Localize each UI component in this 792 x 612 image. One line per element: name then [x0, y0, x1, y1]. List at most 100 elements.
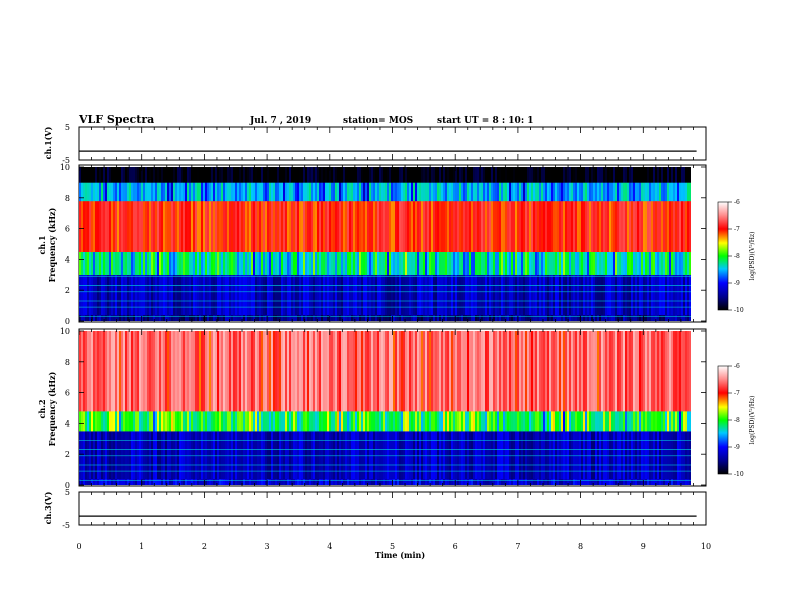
spectrogram-cell	[449, 431, 452, 480]
spectrogram-cell	[587, 431, 590, 480]
spectrogram-cell	[339, 274, 342, 316]
spectrogram-cell	[307, 411, 310, 432]
spectrogram-cell	[317, 478, 320, 485]
chart-title: VLF Spectra	[78, 113, 154, 126]
spectrogram-cell	[245, 314, 248, 321]
spectrogram-cell	[343, 167, 346, 183]
spectrogram-cell	[187, 411, 190, 432]
spectrogram-cell	[637, 200, 640, 252]
spectrogram-cell	[503, 200, 506, 252]
spectrogram-cell	[415, 314, 418, 321]
spectrogram-cell	[427, 182, 430, 202]
spectrogram-cell	[221, 182, 224, 202]
spectrogram-cell	[97, 478, 100, 485]
spectrogram-cell	[481, 431, 484, 480]
y-tick-label: 5	[65, 488, 70, 497]
spectrogram-cell	[569, 251, 572, 276]
spectrogram-cell	[199, 331, 202, 412]
spectrogram-cell	[439, 167, 442, 183]
spectrogram-cell	[157, 251, 160, 276]
spectrogram-cell	[187, 431, 190, 480]
spectrogram-cell	[425, 431, 428, 480]
spectrogram-cell	[353, 182, 356, 202]
x-tick-label: 1	[139, 542, 144, 551]
spectrogram-cell	[259, 411, 262, 432]
spectrogram-cell	[195, 274, 198, 316]
spectrogram-cell	[605, 251, 608, 276]
spectrogram-cell	[409, 167, 412, 183]
spectrogram-cell	[677, 274, 680, 316]
spectrogram-cell	[623, 411, 626, 432]
spectrogram-cell	[307, 251, 310, 276]
spectrogram-cell	[83, 251, 86, 276]
spectrogram-cell	[671, 251, 674, 276]
spectrogram-cell	[191, 431, 194, 480]
spectrogram-cell	[513, 182, 516, 202]
spectrogram-cell	[459, 200, 462, 252]
spectrogram-cell	[143, 167, 146, 183]
spectrogram-cell	[173, 182, 176, 202]
spectrogram-cell	[247, 431, 250, 480]
spectrogram-cell	[587, 251, 590, 276]
spectrogram-cell	[551, 411, 554, 432]
spectrogram-cell	[659, 314, 662, 321]
spectrogram-cell	[87, 431, 90, 480]
spectrogram-cell	[99, 167, 102, 183]
spectrogram-cell	[647, 167, 650, 183]
spectrogram-cell	[575, 411, 578, 432]
spectrogram-cell	[435, 331, 438, 412]
spectrogram-cell	[109, 411, 112, 432]
spectrogram-cell	[585, 411, 588, 432]
spectrogram-cell	[485, 331, 488, 412]
spectrogram-cell	[93, 274, 96, 316]
spectrogram-cell	[693, 201, 695, 252]
spectrogram-cell	[681, 251, 684, 276]
spectrogram-cell	[325, 431, 328, 480]
spectrogram-cell	[379, 431, 382, 480]
y-tick-label: -5	[62, 521, 70, 530]
spectrogram-cell	[169, 200, 172, 252]
spectrogram-cell	[437, 431, 440, 480]
spectrogram-cell	[505, 182, 508, 202]
spectrogram-cell	[335, 200, 338, 252]
spectrogram-cell	[565, 200, 568, 252]
spectrogram-cell	[439, 478, 442, 485]
spectrogram-cell	[377, 331, 380, 412]
spectrogram-cell	[647, 251, 650, 276]
spectrogram-cell	[133, 314, 136, 321]
spectrogram-cell	[273, 431, 276, 480]
spectrogram-cell	[335, 167, 338, 183]
spectrogram-cell	[465, 314, 468, 321]
spectrogram-cell	[193, 478, 196, 485]
spectrogram-cell	[301, 331, 304, 412]
spectrogram-cell	[561, 331, 564, 412]
x-tick-label: 0	[76, 542, 81, 551]
spectrogram-cell	[99, 411, 102, 432]
spectrogram-cell	[117, 167, 120, 183]
spectrogram-cell	[357, 167, 360, 183]
spectrogram-cell	[587, 167, 590, 183]
spectrogram-cell	[443, 167, 446, 183]
spectrogram-cell	[483, 200, 486, 252]
spectrogram-cell	[329, 200, 332, 252]
spectrogram-cell	[179, 274, 182, 316]
spectrogram-cell	[471, 274, 474, 316]
spectrogram-cell	[201, 331, 204, 412]
spectrogram-cell	[685, 431, 688, 480]
spectrogram-cell	[235, 251, 238, 276]
spectrogram-cell	[613, 314, 616, 321]
spectrogram-cell	[683, 478, 686, 485]
spectrogram-cell	[253, 314, 256, 321]
spectrogram-cell	[171, 274, 174, 316]
spectrogram-cell	[191, 478, 194, 485]
spectrogram-cell	[463, 274, 466, 316]
spectrogram-cell	[99, 274, 102, 316]
spectrogram-cell	[635, 478, 638, 485]
spectrogram-cell	[123, 331, 126, 412]
spectrogram-cell	[575, 200, 578, 252]
spectrogram-cell	[317, 431, 320, 480]
spectrogram-cell	[627, 314, 630, 321]
spectrogram-cell	[417, 251, 420, 276]
spectrogram-cell	[87, 314, 90, 321]
